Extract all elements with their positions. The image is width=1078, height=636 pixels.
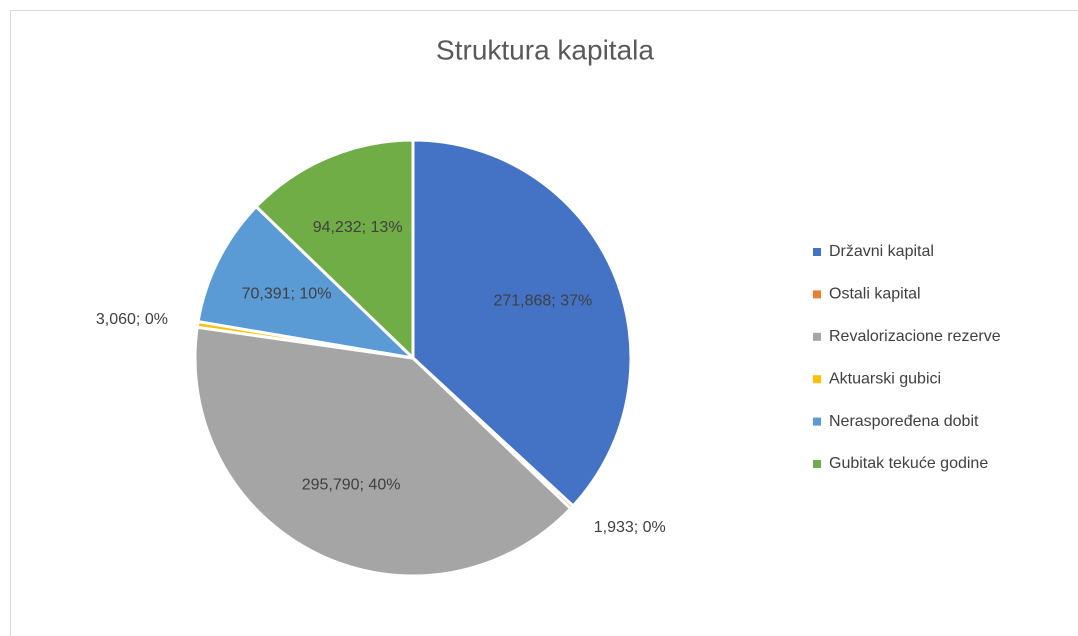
legend-label: Državni kapital bbox=[829, 243, 934, 260]
legend-label: Aktuarski gubici bbox=[829, 370, 941, 387]
legend-marker bbox=[813, 417, 821, 426]
legend-marker bbox=[813, 332, 821, 341]
data-label: 295,790; 40% bbox=[302, 477, 401, 494]
legend-marker bbox=[813, 248, 821, 256]
legend-marker bbox=[813, 460, 821, 468]
legend-label: Gubitak tekuće godine bbox=[829, 455, 988, 472]
legend-label: Neraspoređena dobit bbox=[829, 413, 979, 430]
chart-title: Struktura kapitala bbox=[436, 34, 654, 65]
pie-slice bbox=[254, 138, 415, 362]
data-label: 70,391; 10% bbox=[242, 285, 332, 302]
data-label: 94,232; 13% bbox=[313, 219, 403, 236]
data-label: 3,060; 0% bbox=[96, 311, 168, 328]
data-label: 1,933; 0% bbox=[594, 519, 666, 536]
legend-marker bbox=[813, 375, 821, 384]
data-label: 271,868; 37% bbox=[493, 292, 592, 309]
pie-slice bbox=[193, 325, 573, 578]
legend-label: Ostali kapital bbox=[829, 286, 921, 303]
pie-slice bbox=[411, 138, 633, 509]
pie-slice bbox=[196, 204, 418, 361]
legend-marker bbox=[813, 290, 821, 299]
legend-label: Revalorizacione rezerve bbox=[829, 328, 1001, 345]
